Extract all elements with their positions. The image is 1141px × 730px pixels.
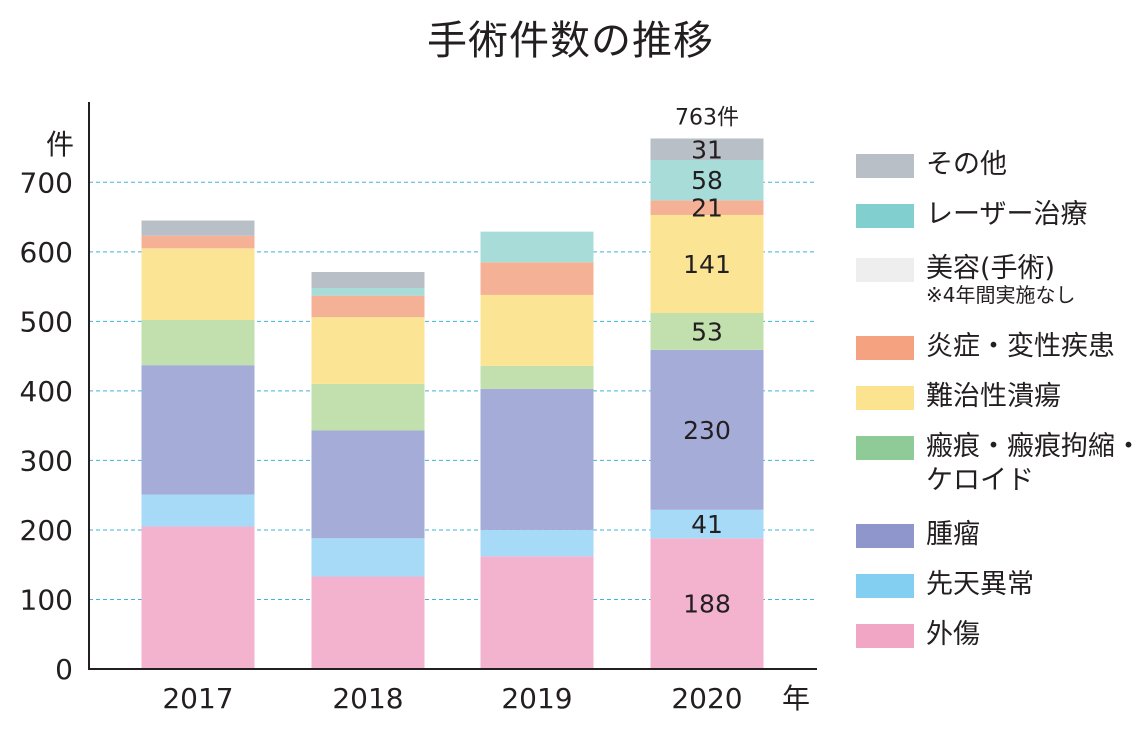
x-tick-label: 2017 [162, 682, 233, 715]
legend-text: 瘢痕・瘢痕拘縮・ ケロイド [926, 430, 1141, 498]
bar-segment [141, 319, 255, 366]
y-tick-label: 0 [55, 653, 73, 686]
y-tick-label: 200 [20, 514, 73, 547]
data-label: 31 [691, 135, 723, 164]
bar-segment [650, 200, 764, 215]
chart-title: 手術件数の推移 [427, 18, 714, 64]
legend-label: 先天異常 [926, 569, 1034, 600]
bar-segment [650, 214, 764, 314]
y-tick-label: 100 [20, 583, 73, 616]
y-tick-label: 600 [20, 236, 73, 269]
bar-segment [650, 509, 764, 539]
legend-text: その他 [926, 148, 1007, 182]
bar-segment [141, 526, 255, 669]
legend-item: 先天異常 [856, 568, 1034, 602]
legend-swatch [856, 336, 914, 360]
legend-swatch [856, 524, 914, 548]
bar-segment [650, 538, 764, 669]
legend-text: 先天異常 [926, 568, 1034, 602]
bar-segment [480, 529, 594, 557]
bar-segment [311, 576, 425, 669]
total-label: 763件 [675, 105, 739, 130]
bar-segment [480, 365, 594, 389]
legend-label: 難治性潰瘍 [926, 381, 1061, 412]
legend-item: 腫瘤 [856, 518, 980, 552]
legend-swatch [856, 624, 914, 648]
bar-segment [650, 138, 764, 161]
x-tick-label: 2018 [332, 682, 403, 715]
legend-text: レーザー治療 [926, 198, 1087, 232]
legend-item: 炎症・変性疾患 [856, 330, 1115, 364]
bar-segment [311, 295, 425, 318]
legend-label: 美容(手術) [926, 253, 1056, 284]
legend-text: 難治性潰瘍 [926, 380, 1061, 414]
y-tick-label: 500 [20, 305, 73, 338]
legend-swatch [856, 204, 914, 228]
legend-label-line2: ケロイド [926, 465, 1034, 496]
legend-label: 腫瘤 [926, 519, 980, 550]
axes [88, 102, 817, 670]
bar-segment [311, 271, 425, 288]
bar-segment [480, 262, 594, 295]
bar-segment [141, 494, 255, 527]
bar-segment [480, 388, 594, 530]
bar-segment [480, 231, 594, 263]
legend-swatch [856, 386, 914, 410]
data-label: 188 [683, 590, 731, 619]
data-label: 230 [683, 416, 731, 445]
data-label: 21 [691, 194, 723, 223]
legend-label: レーザー治療 [926, 199, 1088, 230]
x-tick-label: 2019 [501, 682, 572, 715]
bars [141, 138, 764, 669]
bar-segment [311, 538, 425, 577]
legend-swatch [856, 574, 914, 598]
bar-segment [650, 313, 764, 350]
legend-text: 美容(手術) ※4年間実施なし [926, 252, 1075, 306]
data-label: 141 [683, 250, 731, 279]
legend-label: 外傷 [926, 619, 980, 650]
legend-text: 外傷 [926, 618, 980, 652]
bar-segment [141, 248, 255, 320]
bar-segment [480, 556, 594, 669]
legend-text: 炎症・変性疾患 [926, 330, 1115, 364]
legend-item: 瘢痕・瘢痕拘縮・ ケロイド [856, 430, 1141, 498]
legend-item: 美容(手術) ※4年間実施なし [856, 252, 1075, 306]
axis-labels: 件 年 [46, 128, 810, 715]
data-label: 58 [691, 166, 723, 195]
data-label: 53 [691, 317, 723, 346]
legend-swatch [856, 436, 914, 460]
legend-note: ※4年間実施なし [926, 283, 1076, 307]
bar-segment [141, 235, 255, 249]
bar-segment [141, 365, 255, 495]
data-label: 41 [691, 510, 723, 539]
legend-label: その他 [926, 149, 1007, 180]
legend-label: 瘢痕・瘢痕拘縮・ [926, 431, 1141, 462]
bar-segment [311, 383, 425, 431]
bar-segment [650, 349, 764, 510]
legend-swatch [856, 154, 914, 178]
legend-swatch [856, 258, 914, 282]
legend-item: レーザー治療 [856, 198, 1087, 232]
y-tick-label: 700 [20, 166, 73, 199]
x-axis-unit-label: 年 [782, 682, 810, 715]
x-tick-label: 2020 [671, 682, 742, 715]
y-axis-unit-label: 件 [46, 128, 74, 161]
bar-segment [141, 220, 255, 236]
legend-label: 炎症・変性疾患 [926, 331, 1115, 362]
legend-item: 外傷 [856, 618, 980, 652]
bar-segment [480, 294, 594, 366]
y-tick-label: 400 [20, 375, 73, 408]
legend-item: その他 [856, 148, 1007, 182]
legend-item: 難治性潰瘍 [856, 380, 1061, 414]
bar-segment [311, 430, 425, 539]
bar-segment [650, 160, 764, 201]
y-tick-label: 300 [20, 444, 73, 477]
bar-segment [311, 317, 425, 384]
legend-text: 腫瘤 [926, 518, 980, 552]
bar-segment [311, 287, 425, 296]
